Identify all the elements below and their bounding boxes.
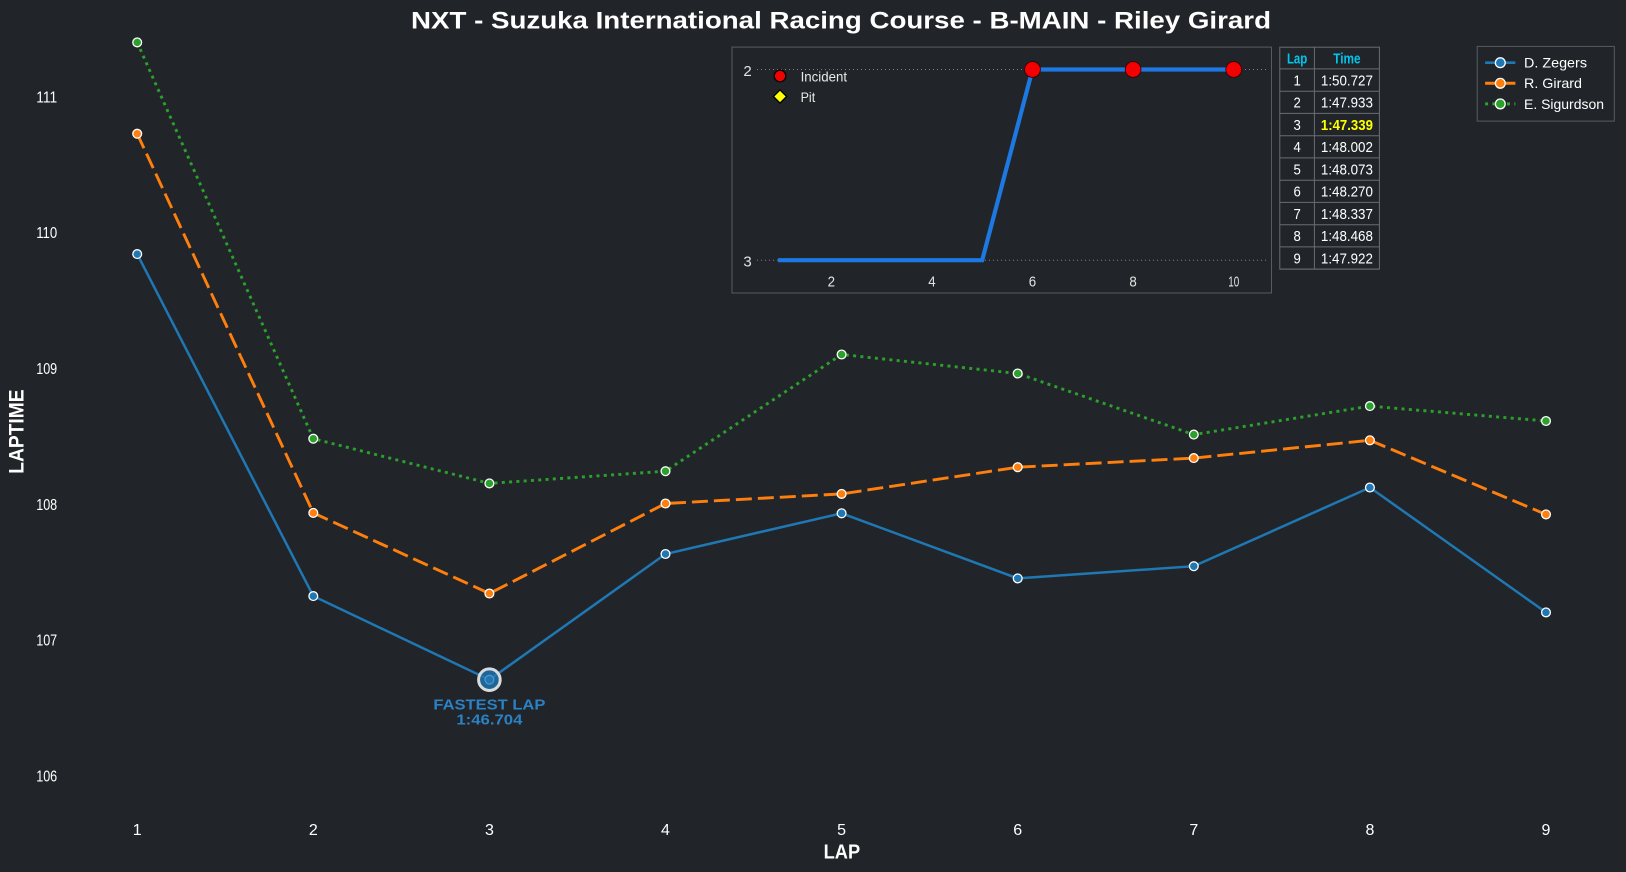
svg-text:4: 4 [661,822,670,839]
svg-text:1: 1 [1293,72,1300,89]
svg-text:R. Girard: R. Girard [1524,75,1582,91]
svg-text:5: 5 [1293,161,1300,178]
svg-text:NXT - Suzuka International Rac: NXT - Suzuka International Racing Course… [411,8,1271,35]
svg-text:FASTEST LAP: FASTEST LAP [433,696,545,713]
svg-text:8: 8 [1129,274,1136,291]
svg-text:1:48.002: 1:48.002 [1321,139,1373,156]
svg-text:9: 9 [1293,250,1300,267]
svg-text:10: 10 [1228,274,1239,291]
svg-text:6: 6 [1013,822,1022,839]
svg-text:3: 3 [485,822,494,839]
svg-text:D. Zegers: D. Zegers [1524,55,1587,71]
svg-text:6: 6 [1293,184,1300,201]
svg-text:111: 111 [36,90,57,107]
svg-text:8: 8 [1365,822,1374,839]
svg-text:Lap: Lap [1287,51,1307,68]
svg-text:108: 108 [36,497,57,514]
svg-text:109: 109 [36,361,57,378]
svg-text:110: 110 [36,225,57,242]
svg-text:LAPTIME: LAPTIME [5,389,28,473]
svg-text:LAP: LAP [824,842,861,864]
svg-text:2: 2 [309,822,318,839]
svg-text:4: 4 [1293,139,1300,156]
svg-text:1:48.073: 1:48.073 [1321,161,1373,178]
svg-text:7: 7 [1189,822,1198,839]
svg-text:1:48.337: 1:48.337 [1321,206,1373,223]
svg-text:E. Sigurdson: E. Sigurdson [1524,96,1604,112]
svg-text:1:48.270: 1:48.270 [1321,184,1373,201]
svg-text:1:50.727: 1:50.727 [1321,72,1373,89]
svg-text:6: 6 [1029,274,1036,291]
svg-text:3: 3 [743,254,751,271]
svg-text:1:48.468: 1:48.468 [1321,228,1373,245]
svg-text:2: 2 [743,63,751,80]
svg-text:5: 5 [837,822,846,839]
svg-text:1: 1 [133,822,142,839]
svg-text:107: 107 [36,633,57,650]
svg-text:Pit: Pit [801,89,816,105]
svg-text:8: 8 [1293,228,1300,245]
svg-text:4: 4 [928,274,935,291]
svg-text:Time: Time [1333,51,1360,68]
svg-text:2: 2 [828,274,835,291]
svg-text:1:47.933: 1:47.933 [1321,95,1373,112]
svg-text:9: 9 [1542,822,1551,839]
svg-text:3: 3 [1293,117,1300,134]
svg-text:106: 106 [36,769,57,786]
svg-text:2: 2 [1293,95,1300,112]
svg-text:1:47.339: 1:47.339 [1321,117,1373,134]
svg-text:7: 7 [1293,206,1300,223]
svg-text:1:47.922: 1:47.922 [1321,250,1373,267]
svg-text:1:46.704: 1:46.704 [456,712,523,729]
svg-text:Incident: Incident [801,68,848,84]
